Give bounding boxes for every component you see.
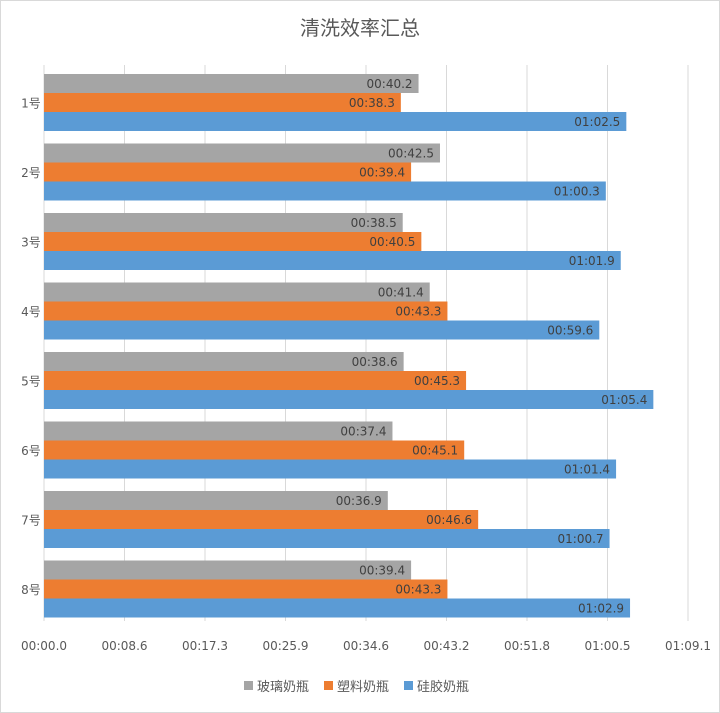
data-label: 00:39.4 — [359, 564, 405, 578]
y-tick-label: 7号 — [21, 514, 41, 528]
y-tick-label: 5号 — [21, 375, 41, 389]
bar — [44, 440, 465, 460]
bar — [44, 162, 412, 182]
data-label: 01:01.9 — [569, 254, 615, 268]
bar — [44, 251, 621, 270]
bar — [44, 560, 412, 580]
legend-label: 硅胶奶瓶 — [417, 679, 469, 695]
bar — [44, 371, 467, 390]
x-tick-label: 01:00.5 — [584, 639, 630, 653]
bar — [44, 459, 617, 479]
bar — [44, 529, 610, 548]
data-label: 01:01.4 — [564, 463, 610, 477]
legend-swatch — [324, 681, 333, 690]
bar — [44, 352, 404, 371]
bar — [44, 181, 606, 201]
data-label: 00:42.5 — [388, 147, 434, 161]
data-label: 00:45.3 — [414, 374, 460, 388]
data-label: 00:45.1 — [412, 444, 458, 458]
data-label: 00:43.3 — [395, 583, 441, 597]
bar — [44, 320, 600, 340]
y-tick-label: 3号 — [21, 236, 41, 250]
data-label: 00:36.9 — [336, 494, 382, 508]
x-tick-label: 00:08.6 — [101, 639, 147, 653]
data-label: 00:40.2 — [367, 77, 413, 91]
bar — [44, 93, 401, 112]
data-label: 00:41.4 — [378, 286, 424, 300]
bar — [44, 390, 654, 409]
data-label: 00:59.6 — [547, 324, 593, 338]
data-label: 00:46.6 — [426, 513, 472, 527]
data-label: 00:38.3 — [349, 96, 395, 110]
data-label: 00:43.3 — [395, 305, 441, 319]
x-tick-label: 00:34.6 — [343, 639, 389, 653]
x-tick-label: 00:51.8 — [504, 639, 550, 653]
bar — [44, 282, 430, 302]
x-tick-label: 00:25.9 — [262, 639, 308, 653]
data-label: 00:37.4 — [340, 425, 386, 439]
chart-title: 清洗效率汇总 — [300, 16, 420, 40]
y-tick-label: 2号 — [21, 166, 41, 180]
data-label: 00:38.5 — [351, 216, 397, 230]
data-label: 01:05.4 — [601, 393, 647, 407]
x-tick-label: 00:17.3 — [182, 639, 228, 653]
x-tick-label: 00:43.2 — [423, 639, 469, 653]
bar — [44, 598, 631, 618]
legend-label: 玻璃奶瓶 — [257, 680, 309, 695]
legend-swatch — [244, 681, 253, 690]
y-tick-label: 8号 — [21, 583, 41, 597]
bar — [44, 301, 448, 321]
data-label: 00:39.4 — [359, 166, 405, 180]
data-label: 00:40.5 — [369, 235, 415, 249]
y-tick-label: 4号 — [21, 305, 41, 319]
y-tick-label: 6号 — [21, 444, 41, 458]
legend-label: 塑料奶瓶 — [337, 680, 389, 695]
data-label: 00:38.6 — [352, 355, 398, 369]
bar — [44, 112, 627, 131]
bar — [44, 143, 440, 163]
bar — [44, 510, 479, 529]
bar — [44, 579, 448, 599]
data-label: 01:00.3 — [554, 185, 600, 199]
x-tick-label: 01:09.1 — [665, 639, 711, 653]
x-tick-label: 00:00.0 — [21, 639, 67, 653]
data-label: 01:02.5 — [574, 115, 620, 129]
legend-swatch — [404, 681, 413, 690]
bar — [44, 74, 419, 93]
bar — [44, 232, 422, 251]
data-label: 01:00.7 — [558, 532, 604, 546]
bar — [44, 421, 393, 441]
bar — [44, 491, 388, 510]
data-label: 01:02.9 — [578, 602, 624, 616]
bar — [44, 213, 403, 232]
y-tick-label: 1号 — [21, 97, 41, 111]
